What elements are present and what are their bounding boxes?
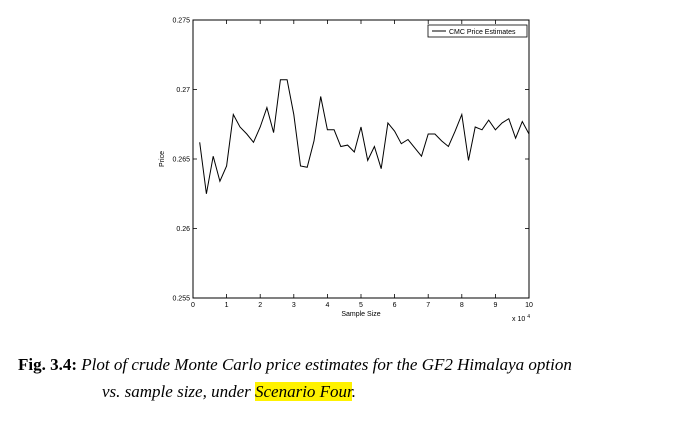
y-tick-label: 0.275: [172, 18, 190, 25]
caption-line-2: vs. sample size, under Scenario Four.: [18, 378, 688, 405]
series-line-cmc-price-estimates: [199, 79, 530, 194]
x-tick-label: 7: [426, 302, 430, 309]
legend: CMC Price Estimates: [427, 24, 528, 38]
x-axis-exponent-power: 4: [527, 314, 530, 320]
x-tick-label: 2: [258, 302, 262, 309]
caption-text-line-1: Plot of crude Monte Carlo price estimate…: [81, 355, 572, 374]
x-axis-exponent: x 10 4: [512, 314, 530, 323]
x-tick-label: 10: [525, 302, 533, 309]
x-tick-label: 8: [460, 302, 464, 309]
axis-tick-labels: 0 1 2 3 4 5 6 7 8 9 10 0.255 0.26 0.265 0.27 0.275: [172, 18, 533, 310]
figure-caption: Fig. 3.4: Plot of crude Monte Carlo pric…: [18, 351, 688, 405]
legend-box: [427, 24, 528, 38]
figure-label: Fig. 3.4:: [18, 355, 78, 374]
y-tick-label: 0.26: [176, 226, 190, 233]
y-tick-label: 0.27: [176, 87, 190, 94]
x-tick-label: 5: [359, 302, 363, 309]
plot-frame: [192, 19, 530, 299]
x-tick-label: 3: [292, 302, 296, 309]
x-axis-label: Sample Size: [341, 311, 380, 318]
y-axis-label: Price: [159, 151, 166, 167]
y-tick-label: 0.255: [172, 296, 190, 303]
line-chart: 0 1 2 3 4 5 6 7 8 9 10 0.255 0.26 0.265 0.27 0.275 Pric…: [159, 18, 533, 324]
x-tick-label: 0: [191, 302, 195, 309]
legend-label: CMC Price Estimates: [449, 29, 516, 36]
x-axis-exponent-base: x 10: [512, 316, 525, 323]
x-tick-label: 4: [325, 302, 329, 309]
y-tick-label: 0.265: [172, 157, 190, 164]
x-tick-label: 9: [493, 302, 497, 309]
caption-highlight: Scenario Four: [254, 382, 352, 401]
caption-text-line-2: vs. sample size, under: [102, 382, 255, 401]
x-tick-label: 6: [393, 302, 397, 309]
x-tick-label: 1: [225, 302, 229, 309]
caption-period: .: [351, 382, 357, 401]
axis-ticks: [192, 19, 530, 299]
caption-line-1: Fig. 3.4: Plot of crude Monte Carlo pric…: [18, 351, 688, 378]
